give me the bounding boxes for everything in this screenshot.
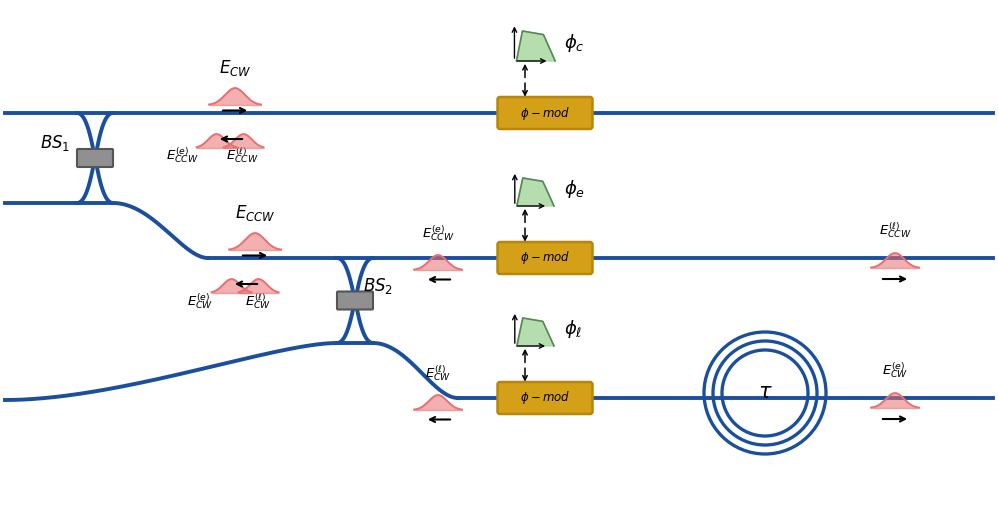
Text: $E_{CCW}^{(\ell)}$: $E_{CCW}^{(\ell)}$ <box>226 145 258 165</box>
Text: $E_{CW}^{(e)}$: $E_{CW}^{(e)}$ <box>882 360 908 380</box>
Text: $E_{CW}^{(\ell)}$: $E_{CW}^{(\ell)}$ <box>425 363 451 383</box>
Text: $\phi-mod$: $\phi-mod$ <box>520 390 570 406</box>
Text: $E_{CW}^{(e)}$: $E_{CW}^{(e)}$ <box>187 291 214 311</box>
FancyBboxPatch shape <box>497 242 593 274</box>
Text: $\tau$: $\tau$ <box>757 383 772 403</box>
Text: $BS_1$: $BS_1$ <box>40 133 70 153</box>
Text: $E_{CCW}^{(e)}$: $E_{CCW}^{(e)}$ <box>166 145 199 165</box>
FancyBboxPatch shape <box>497 97 593 129</box>
Polygon shape <box>517 178 554 206</box>
FancyBboxPatch shape <box>497 382 593 414</box>
Polygon shape <box>517 318 554 346</box>
Text: $E_{CCW}^{(e)}$: $E_{CCW}^{(e)}$ <box>421 223 454 243</box>
Text: $E_{CW}^{(\ell)}$: $E_{CW}^{(\ell)}$ <box>245 291 271 311</box>
FancyBboxPatch shape <box>337 291 373 310</box>
FancyBboxPatch shape <box>77 149 113 167</box>
Text: $BS_2$: $BS_2$ <box>363 276 393 295</box>
Text: $\phi_e$: $\phi_e$ <box>564 178 585 200</box>
Text: $E_{CCW}^{(\ell)}$: $E_{CCW}^{(\ell)}$ <box>878 220 911 240</box>
Text: $\phi_\ell$: $\phi_\ell$ <box>564 318 583 340</box>
Polygon shape <box>516 31 555 61</box>
Text: $E_{CCW}$: $E_{CCW}$ <box>235 203 275 223</box>
Text: $\phi_c$: $\phi_c$ <box>564 32 585 54</box>
Text: $E_{CW}$: $E_{CW}$ <box>219 58 251 78</box>
Text: $\phi-mod$: $\phi-mod$ <box>520 249 570 267</box>
Text: $\phi-mod$: $\phi-mod$ <box>520 105 570 121</box>
